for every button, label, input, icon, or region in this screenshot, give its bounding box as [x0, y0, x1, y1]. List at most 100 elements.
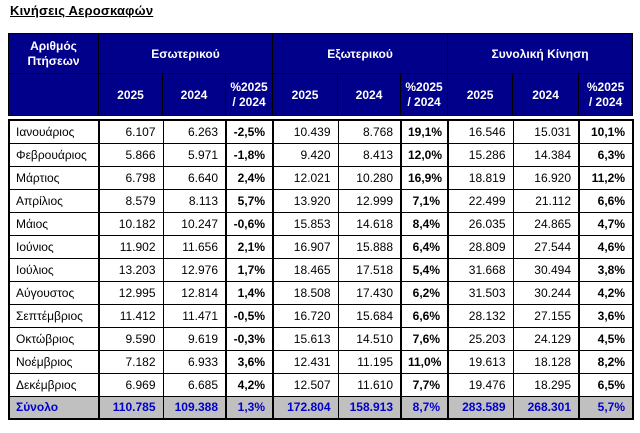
value-cell: 158.913	[337, 395, 402, 420]
percent-cell: -0,5%	[225, 303, 274, 328]
table-footer: Σύνολο 110.785 109.388 1,3% 172.804 158.913 8,…	[8, 395, 634, 420]
value-cell: 6.685	[162, 372, 227, 397]
value-cell: 24.865	[512, 211, 580, 236]
value-cell: 283.589	[447, 395, 514, 420]
percent-cell: 4,5%	[578, 326, 634, 351]
table-row: Φεβρουάριος 5.866 5.971 -1,8% 9.420 8.413 12,0…	[8, 142, 634, 167]
value-cell: 18.128	[512, 349, 580, 374]
value-cell: 268.301	[512, 395, 580, 420]
value-cell: 11.610	[337, 372, 402, 397]
percent-cell: 19,1%	[400, 119, 449, 144]
percent-cell: 12,0%	[400, 142, 449, 167]
percent-cell: 4,6%	[578, 234, 634, 259]
percent-cell: 6,2%	[400, 280, 449, 305]
percent-cell: -0,6%	[225, 211, 274, 236]
value-cell: 26.035	[447, 211, 514, 236]
table-row: Νοέμβριος 7.182 6.933 3,6% 12.431 11.195 11,0%…	[8, 349, 634, 374]
value-cell: 24.129	[512, 326, 580, 351]
percent-cell: 5,7%	[225, 188, 274, 213]
year-header: 2024	[337, 73, 402, 116]
value-cell: 7.182	[98, 349, 164, 374]
value-cell: 109.388	[162, 395, 227, 420]
table-row: Απρίλιος 8.579 8.113 5,7% 13.920 12.999 7,1% 22…	[8, 188, 634, 213]
value-cell: 13.920	[272, 188, 339, 213]
value-cell: 14.384	[512, 142, 580, 167]
percent-cell: 7,6%	[400, 326, 449, 351]
month-cell: Μάρτιος	[8, 165, 100, 190]
month-cell: Σεπτέμβριος	[8, 303, 100, 328]
value-cell: 18.295	[512, 372, 580, 397]
value-cell: 8.413	[337, 142, 402, 167]
table-row: Μάιος 10.182 10.247 -0,6% 15.853 14.618 8,4% 26…	[8, 211, 634, 236]
value-cell: 18.508	[272, 280, 339, 305]
value-cell: 6.798	[98, 165, 164, 190]
flights-table: Αριθμός Πτήσεων Εσωτερικού Εξωτερικού Συ…	[8, 33, 634, 420]
year-header: 2025	[272, 73, 339, 116]
month-cell: Ιούνιος	[8, 234, 100, 259]
value-cell: 27.544	[512, 234, 580, 259]
value-cell: 15.613	[272, 326, 339, 351]
table-body: Ιανουάριος 6.107 6.263 -2,5% 10.439 8.768 19,1…	[8, 119, 634, 397]
percent-cell: 2,4%	[225, 165, 274, 190]
value-cell: 14.510	[337, 326, 402, 351]
table-row: Αύγουστος 12.995 12.814 1,4% 18.508 17.430 6,2…	[8, 280, 634, 305]
value-cell: 9.619	[162, 326, 227, 351]
table-row: Ιούλιος 13.203 12.976 1,7% 18.465 17.518 5,4% 3…	[8, 257, 634, 282]
group-header-external: Εξωτερικού	[272, 33, 449, 74]
corner-header: Αριθμός Πτήσεων	[8, 33, 99, 74]
value-cell: 6.933	[162, 349, 227, 374]
value-cell: 16.907	[272, 234, 339, 259]
value-cell: 12.976	[162, 257, 227, 282]
value-cell: 16.720	[272, 303, 339, 328]
value-cell: 11.656	[162, 234, 227, 259]
value-cell: 31.668	[447, 257, 514, 282]
value-cell: 10.280	[337, 165, 402, 190]
corner-empty-cell	[8, 73, 99, 116]
percent-cell: -0,3%	[225, 326, 274, 351]
value-cell: 17.518	[337, 257, 402, 282]
value-cell: 10.182	[98, 211, 164, 236]
percent-cell: 10,1%	[578, 119, 634, 144]
month-cell: Ιανουάριος	[8, 119, 100, 144]
percent-cell: 11,0%	[400, 349, 449, 374]
table-row: Δεκέμβριος 6.969 6.685 4,2% 12.507 11.610 7,7%…	[8, 372, 634, 397]
value-cell: 12.995	[98, 280, 164, 305]
percent-cell: -1,8%	[225, 142, 274, 167]
month-cell: Μάιος	[8, 211, 100, 236]
percent-cell: 1,7%	[225, 257, 274, 282]
percent-cell: 6,4%	[400, 234, 449, 259]
table-row: Ιούνιος 11.902 11.656 2,1% 16.907 15.888 6,4% 2…	[8, 234, 634, 259]
value-cell: 14.618	[337, 211, 402, 236]
table-row: Σεπτέμβριος 11.412 11.471 -0,5% 16.720 15.684…	[8, 303, 634, 328]
month-cell: Ιούλιος	[8, 257, 100, 282]
month-cell: Οκτώβριος	[8, 326, 100, 351]
percent-cell: 5,7%	[578, 395, 634, 420]
value-cell: 10.439	[272, 119, 339, 144]
value-cell: 8.579	[98, 188, 164, 213]
value-cell: 15.853	[272, 211, 339, 236]
value-cell: 12.999	[337, 188, 402, 213]
percent-cell: 4,2%	[225, 372, 274, 397]
value-cell: 6.969	[98, 372, 164, 397]
year-header: 2024	[162, 73, 226, 116]
value-cell: 28.132	[447, 303, 514, 328]
value-cell: 13.203	[98, 257, 164, 282]
percent-cell: 7,1%	[400, 188, 449, 213]
value-cell: 31.503	[447, 280, 514, 305]
value-cell: 11.902	[98, 234, 164, 259]
value-cell: 6.640	[162, 165, 227, 190]
value-cell: 9.420	[272, 142, 339, 167]
table-row: Οκτώβριος 9.590 9.619 -0,3% 15.613 14.510 7,6%…	[8, 326, 634, 351]
percent-cell: 3,6%	[225, 349, 274, 374]
value-cell: 16.546	[447, 119, 514, 144]
value-cell: 8.768	[337, 119, 402, 144]
percent-cell: 6,6%	[400, 303, 449, 328]
year-header-row: 2025 2024 %2025 / 2024 2025 2024 %2025 /…	[8, 73, 634, 116]
month-cell: Φεβρουάριος	[8, 142, 100, 167]
table-header: Αριθμός Πτήσεων Εσωτερικού Εξωτερικού Συ…	[8, 33, 634, 116]
value-cell: 6.107	[98, 119, 164, 144]
value-cell: 15.684	[337, 303, 402, 328]
percent-cell: 6,6%	[578, 188, 634, 213]
value-cell: 30.494	[512, 257, 580, 282]
